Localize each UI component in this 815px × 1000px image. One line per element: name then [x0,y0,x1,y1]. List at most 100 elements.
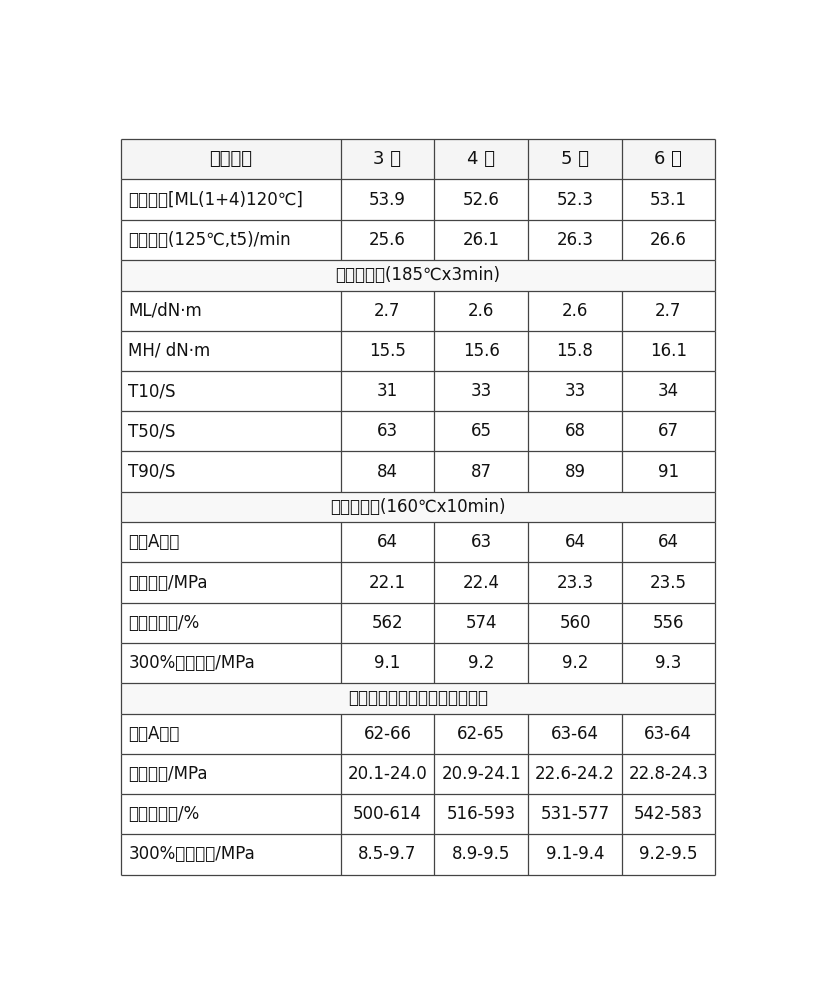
Text: 52.3: 52.3 [557,191,593,209]
Bar [622,371,715,411]
Bar [622,603,715,643]
Text: 64: 64 [658,533,679,551]
Text: T10/S: T10/S [129,382,176,400]
Bar [434,139,528,179]
Text: 15.8: 15.8 [557,342,593,360]
Bar [121,411,341,451]
Text: 31: 31 [377,382,398,400]
Bar [121,371,341,411]
Bar [121,139,341,179]
Text: 23.5: 23.5 [650,574,687,592]
Text: 53.9: 53.9 [369,191,406,209]
Bar [528,754,622,794]
Text: 574: 574 [465,614,497,632]
Text: 22.6-24.2: 22.6-24.2 [535,765,615,783]
Text: 84: 84 [377,463,398,481]
Text: 15.6: 15.6 [463,342,500,360]
Bar [528,562,622,603]
Bar [528,794,622,834]
Bar [434,643,528,683]
Text: 26.3: 26.3 [557,231,593,249]
Bar [622,754,715,794]
Bar [434,220,528,260]
Text: 门尼焦烧(125℃,t5)/min: 门尼焦烧(125℃,t5)/min [129,231,291,249]
Bar [341,179,434,220]
Text: 26.6: 26.6 [650,231,687,249]
Text: 63: 63 [377,422,398,440]
Text: 556: 556 [653,614,684,632]
Bar [622,139,715,179]
Text: 2.7: 2.7 [655,302,681,320]
Text: 62-65: 62-65 [457,725,505,743]
Text: 20.9-24.1: 20.9-24.1 [442,765,521,783]
Bar [622,331,715,371]
Text: 8.9-9.5: 8.9-9.5 [452,845,510,863]
Bar [434,411,528,451]
Text: 4 号: 4 号 [467,150,496,168]
Bar [121,683,715,714]
Text: 9.2-9.5: 9.2-9.5 [639,845,698,863]
Bar [434,451,528,492]
Text: 9.3: 9.3 [655,654,681,672]
Text: 9.2: 9.2 [562,654,588,672]
Text: 9.1: 9.1 [374,654,401,672]
Text: 33: 33 [565,382,586,400]
Text: 63-64: 63-64 [644,725,692,743]
Bar [528,522,622,562]
Bar [622,220,715,260]
Bar [341,411,434,451]
Text: 9.2: 9.2 [468,654,495,672]
Text: 33: 33 [470,382,491,400]
Text: 门尼粘度[ML(1+4)120℃]: 门尼粘度[ML(1+4)120℃] [129,191,303,209]
Bar [341,291,434,331]
Bar [121,331,341,371]
Text: 53.1: 53.1 [650,191,687,209]
Bar [434,291,528,331]
Bar [528,643,622,683]
Bar [121,291,341,331]
Text: 硫化胶性能(160℃x10min): 硫化胶性能(160℃x10min) [330,498,505,516]
Text: 87: 87 [471,463,491,481]
Bar [434,794,528,834]
Bar [434,714,528,754]
Bar [341,754,434,794]
Bar [528,411,622,451]
Bar [121,451,341,492]
Text: 34: 34 [658,382,679,400]
Bar [622,522,715,562]
Text: 2.7: 2.7 [374,302,401,320]
Text: 531-577: 531-577 [540,805,610,823]
Bar [528,603,622,643]
Bar [121,492,715,522]
Text: 23.3: 23.3 [557,574,593,592]
Text: 63: 63 [470,533,491,551]
Text: 20.1-24.0: 20.1-24.0 [347,765,427,783]
Text: 560: 560 [559,614,591,632]
Text: 52.6: 52.6 [463,191,500,209]
Bar [622,643,715,683]
Bar [622,179,715,220]
Text: 硫化仪数据(185℃x3min): 硫化仪数据(185℃x3min) [335,266,500,284]
Bar [121,714,341,754]
Text: ML/dN·m: ML/dN·m [129,302,202,320]
Bar [341,331,434,371]
Text: 6 号: 6 号 [654,150,682,168]
Text: 67: 67 [658,422,679,440]
Text: 25.6: 25.6 [369,231,406,249]
Bar [528,834,622,875]
Text: 22.8-24.3: 22.8-24.3 [628,765,708,783]
Text: 拉伸强度/MPa: 拉伸强度/MPa [129,574,208,592]
Text: 扯断伸长率/%: 扯断伸长率/% [129,614,200,632]
Bar [434,371,528,411]
Bar [622,411,715,451]
Bar [121,220,341,260]
Bar [528,371,622,411]
Text: 89: 89 [565,463,585,481]
Bar [434,179,528,220]
Bar [341,834,434,875]
Text: 邵尔A硬度: 邵尔A硬度 [129,533,180,551]
Bar [121,643,341,683]
Bar [341,139,434,179]
Bar [121,834,341,875]
Text: 65: 65 [471,422,491,440]
